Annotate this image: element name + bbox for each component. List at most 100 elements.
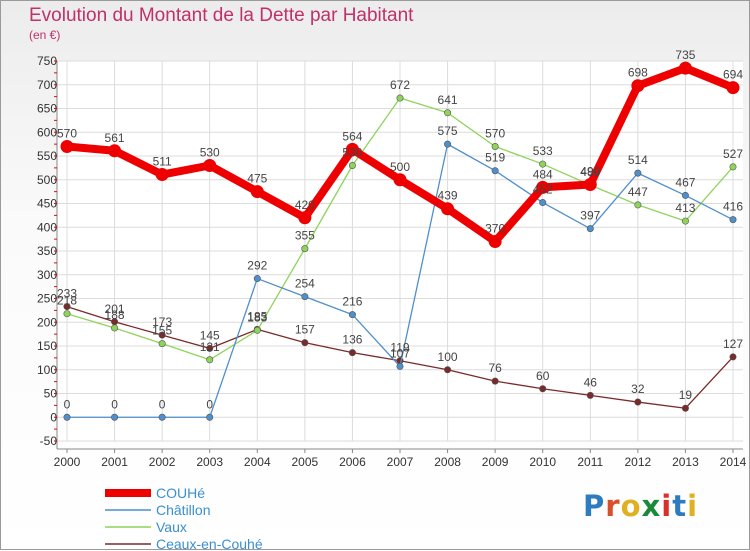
x-tick-label: 2010 (529, 455, 556, 469)
data-point (586, 225, 594, 233)
logo-letter: t (672, 489, 688, 523)
data-label: 216 (342, 295, 362, 309)
data-label: 145 (200, 328, 220, 342)
data-point (539, 160, 547, 168)
data-point (206, 413, 214, 421)
data-point (158, 340, 166, 348)
data-point (206, 344, 214, 352)
data-label: 119 (390, 341, 409, 355)
data-point (396, 94, 404, 102)
data-label: 439 (438, 189, 458, 203)
data-label: 484 (533, 167, 553, 181)
data-label: 416 (723, 200, 743, 214)
data-label: 292 (247, 259, 267, 273)
x-tick-label: 2013 (672, 455, 699, 469)
x-tick-label: 2002 (149, 455, 176, 469)
data-point (539, 385, 547, 393)
data-label: 489 (580, 165, 600, 179)
data-point (729, 353, 737, 361)
data-point (301, 339, 309, 347)
data-point (108, 144, 122, 158)
data-label: 157 (295, 323, 315, 337)
logo-letter: x (641, 489, 662, 523)
y-tick-label: -50 (40, 434, 58, 448)
data-label: 564 (342, 129, 362, 143)
data-label: 397 (580, 209, 600, 223)
data-point (729, 216, 737, 224)
data-point (63, 310, 71, 318)
data-label: 60 (536, 369, 550, 383)
y-tick-label: 250 (37, 292, 57, 306)
data-label: 561 (105, 131, 125, 145)
x-tick-label: 2001 (101, 455, 128, 469)
data-point (158, 413, 166, 421)
x-tick-label: 2006 (339, 455, 366, 469)
proxiti-logo: Proxiti (583, 489, 698, 523)
legend-label: Vaux (156, 519, 187, 535)
x-tick-label: 2004 (244, 455, 271, 469)
data-point (539, 199, 547, 207)
data-point (155, 168, 169, 182)
data-point (60, 140, 74, 153)
data-point (253, 275, 261, 283)
data-label: 0 (64, 397, 71, 411)
data-label: 107 (390, 346, 410, 360)
y-tick-label: 500 (37, 173, 57, 187)
y-tick-label: 750 (37, 54, 57, 68)
data-point (348, 162, 356, 170)
data-point (441, 202, 455, 216)
data-label: 641 (438, 93, 458, 107)
data-label: 0 (159, 397, 166, 411)
legend-label: Ceaux-en-Couhé (156, 536, 263, 551)
y-tick-label: 300 (37, 268, 57, 282)
data-label: 355 (295, 229, 315, 243)
data-label: 136 (342, 333, 362, 347)
logo-letter: r (605, 489, 621, 523)
data-point (681, 217, 689, 225)
data-label: 19 (679, 388, 693, 402)
logo-letter: i (661, 489, 673, 523)
data-label: 533 (533, 144, 553, 158)
x-tick-label: 2000 (54, 455, 81, 469)
data-label: 694 (723, 68, 743, 82)
y-tick-label: 400 (37, 220, 57, 234)
data-label: 500 (390, 160, 410, 174)
data-point (536, 180, 550, 194)
data-label: 519 (485, 151, 505, 165)
chart-unit: (en €) (29, 28, 61, 42)
y-tick-label: 0 (50, 410, 57, 424)
y-tick-label: 100 (37, 363, 57, 377)
y-tick-label: 450 (37, 197, 57, 211)
data-point (681, 404, 689, 412)
data-point (491, 377, 499, 385)
data-label: 530 (200, 146, 220, 160)
data-label: 490 (580, 165, 600, 179)
data-label: 570 (57, 127, 77, 141)
data-point (678, 61, 692, 75)
data-label: 76 (488, 361, 502, 375)
x-tick-label: 2005 (292, 455, 319, 469)
x-tick-label: 2008 (434, 455, 461, 469)
data-label: 155 (152, 324, 172, 338)
data-point (111, 324, 119, 332)
data-point (491, 167, 499, 175)
logo-letter: P (583, 489, 606, 523)
x-tick-label: 2009 (482, 455, 509, 469)
data-point (396, 362, 404, 370)
data-point (301, 245, 309, 253)
data-point (250, 185, 264, 199)
x-tick-label: 2012 (625, 455, 652, 469)
data-label: 183 (247, 310, 267, 324)
data-point (253, 326, 261, 334)
data-point (488, 235, 502, 248)
data-point (491, 143, 499, 151)
logo-letter: i (687, 489, 699, 523)
data-point (729, 163, 737, 171)
data-point (444, 140, 452, 148)
data-label: 0 (111, 397, 118, 411)
data-point (111, 413, 119, 421)
data-point (681, 191, 689, 199)
data-label: 370 (485, 222, 505, 236)
data-label: 452 (533, 183, 553, 197)
